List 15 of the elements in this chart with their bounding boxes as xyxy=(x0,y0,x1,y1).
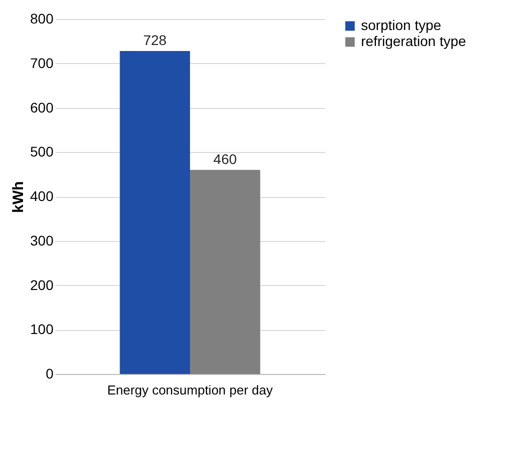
y-axis-title: kWh xyxy=(10,181,28,213)
y-tick-label: 700 xyxy=(30,54,54,71)
y-tick-label: 300 xyxy=(30,232,54,248)
y-tick-label: 200 xyxy=(30,276,54,293)
data-label: 460 xyxy=(213,150,237,167)
legend-label: sorption type xyxy=(361,17,442,33)
data-label: 728 xyxy=(143,32,167,48)
y-tick-label: 600 xyxy=(30,99,54,116)
y-tick-label: 400 xyxy=(30,188,54,204)
legend-label: refrigeration type xyxy=(361,33,466,49)
y-tick-label: 500 xyxy=(30,144,54,160)
y-tick-label: 100 xyxy=(30,321,54,338)
x-tick-label: Energy consumption per day xyxy=(107,382,274,398)
y-tick-label: 0 xyxy=(46,366,54,382)
y-tick-label: 800 xyxy=(30,10,54,26)
